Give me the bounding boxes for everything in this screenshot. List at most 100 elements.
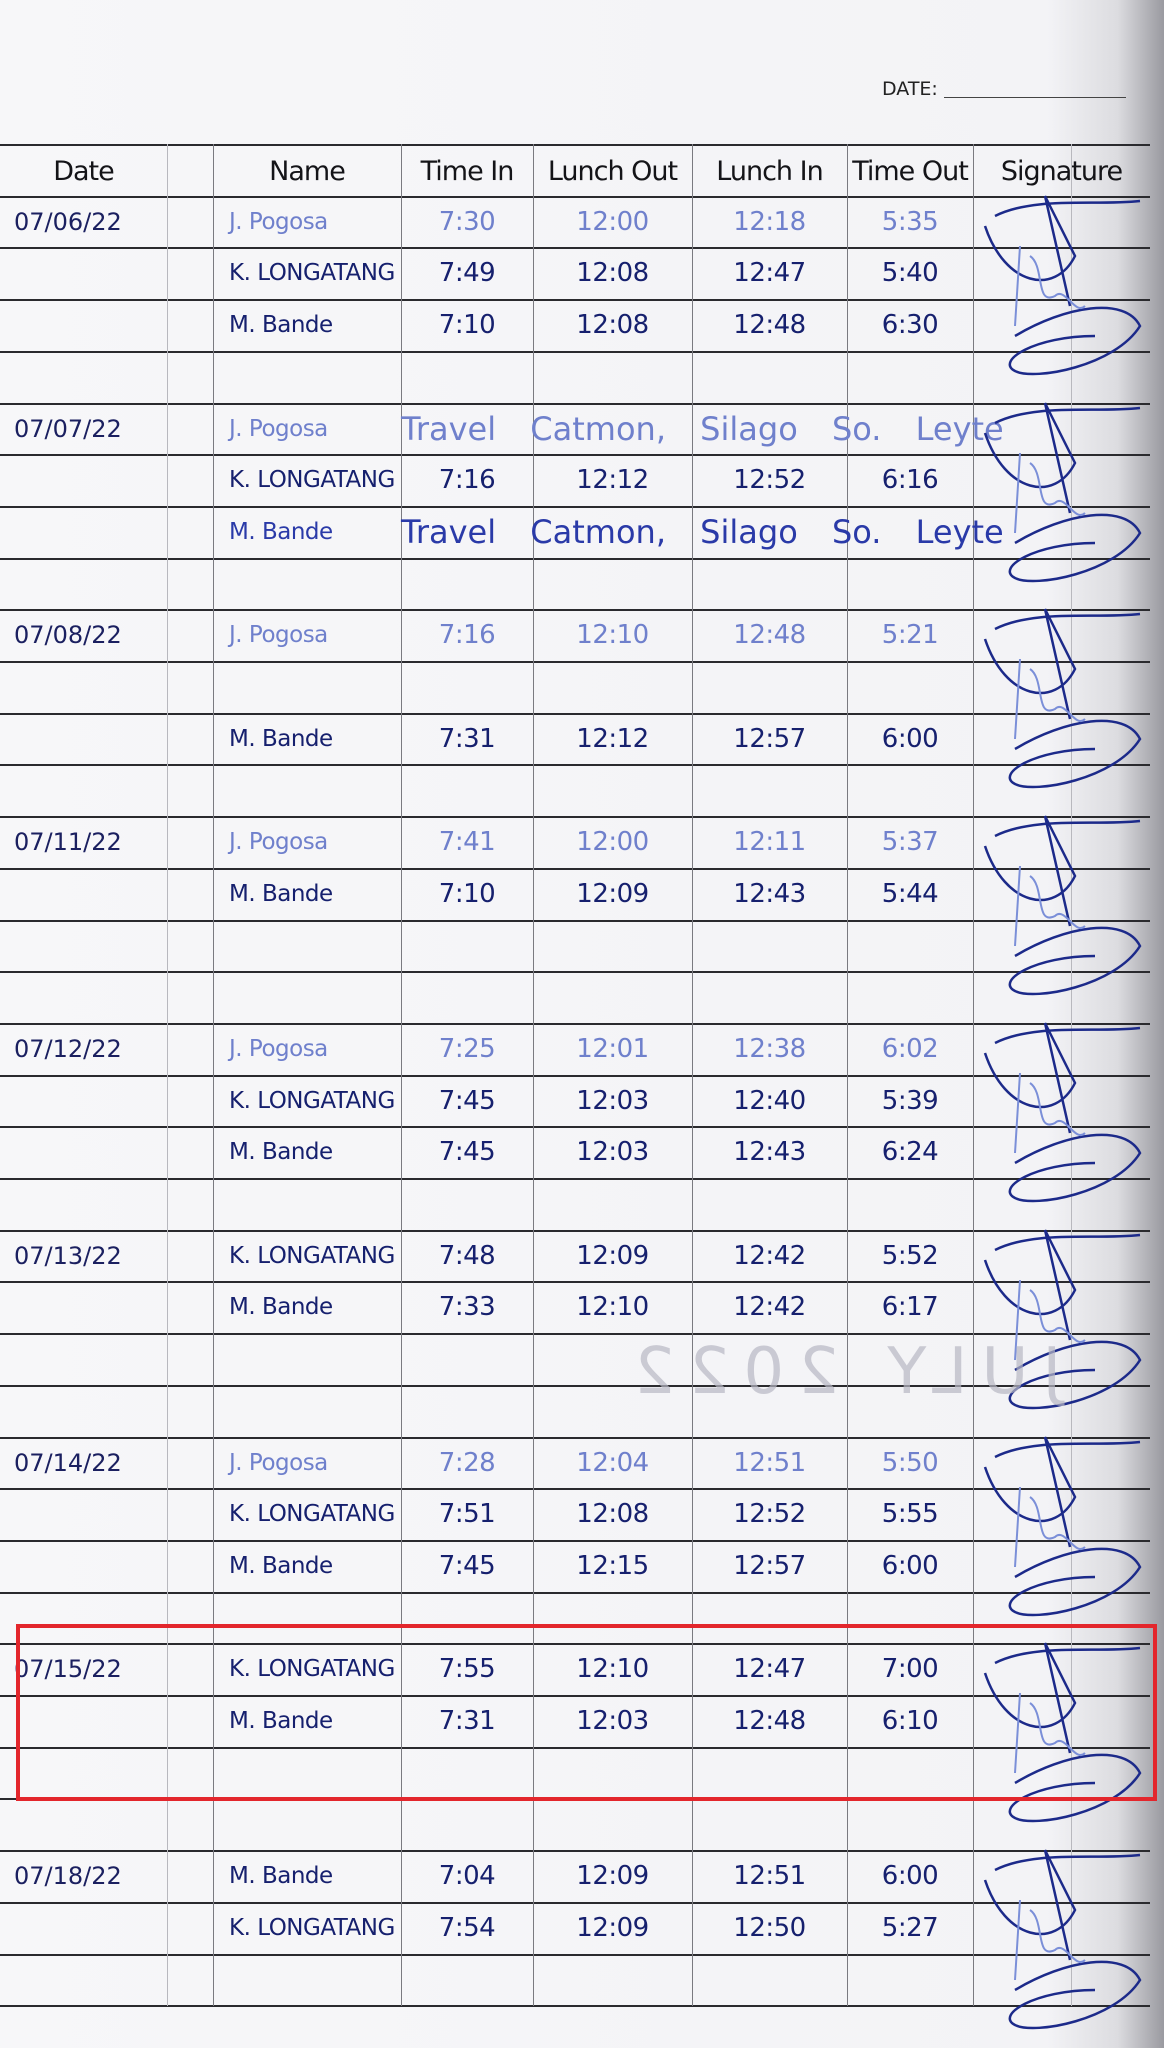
- employee-name: J. Pogosa: [229, 622, 328, 649]
- time-out-value: 5:27: [881, 1912, 939, 1943]
- ruled-line: [0, 867, 1150, 870]
- lunch-out-value: 12:10: [576, 1292, 649, 1323]
- time-out-value: 5:21: [881, 620, 939, 651]
- ruled-line: [0, 1591, 1150, 1594]
- lunch-in-value: 12:52: [733, 465, 806, 496]
- employee-name: M. Bande: [229, 1294, 333, 1321]
- lunch-in-value: 12:42: [733, 1292, 806, 1323]
- entry-date: 07/08/22: [14, 621, 122, 650]
- employee-name: K. LONGATANG: [229, 260, 395, 287]
- time-out-value: 5:50: [881, 1447, 939, 1478]
- time-in-value: 7:10: [438, 310, 496, 341]
- ruled-line: [0, 144, 1150, 146]
- lunch-in-value: 12:11: [733, 827, 806, 858]
- signature: [983, 1435, 1142, 1616]
- lunch-in-value: 12:42: [733, 1240, 806, 1271]
- employee-name: K. LONGATANG: [229, 1914, 395, 1941]
- signature: [983, 608, 1142, 789]
- employee-name: J. Pogosa: [229, 1035, 328, 1062]
- lunch-in-value: 12:57: [733, 1550, 806, 1581]
- ruled-line: [0, 454, 1150, 457]
- ruled-line: [0, 816, 1150, 819]
- time-out-value: 6:17: [881, 1292, 939, 1323]
- ruled-line: [0, 1436, 1150, 1439]
- lunch-in-value: 12:50: [733, 1912, 806, 1943]
- entry-date: 07/18/22: [14, 1862, 122, 1891]
- ruled-line: [0, 505, 1150, 508]
- lunch-out-value: 12:09: [576, 1240, 649, 1271]
- lunch-in-value: 12:57: [733, 723, 806, 754]
- employee-name: K. LONGATANG: [229, 1656, 395, 1683]
- lunch-out-value: 12:09: [576, 1861, 649, 1892]
- entry-date: 07/11/22: [14, 828, 122, 857]
- lunch-in-value: 12:47: [733, 258, 806, 289]
- time-in-value: 7:45: [438, 1550, 496, 1581]
- time-out-value: 5:44: [881, 878, 939, 909]
- lunch-in-value: 12:18: [733, 206, 806, 237]
- time-in-value: 7:41: [438, 827, 496, 858]
- employee-name: M. Bande: [229, 725, 333, 752]
- lunch-in-value: 12:51: [733, 1447, 806, 1478]
- time-in-value: 7:45: [438, 1137, 496, 1168]
- bleed-through-stamp: JULY 2022: [620, 1335, 1062, 1409]
- entry-date: 07/13/22: [14, 1241, 122, 1270]
- lunch-out-value: 12:12: [576, 465, 649, 496]
- lunch-out-value: 12:09: [576, 1912, 649, 1943]
- employee-name: J. Pogosa: [229, 829, 328, 856]
- column-divider: [692, 144, 693, 2006]
- employee-name: M. Bande: [229, 1708, 333, 1734]
- travel-note: Travel Catmon, Silago So. Leyte: [401, 512, 1004, 551]
- employee-name: M. Bande: [229, 312, 333, 339]
- time-out-value: 6:00: [881, 723, 939, 754]
- time-in-value: 7:16: [438, 620, 496, 651]
- lunch-out-value: 12:03: [576, 1085, 649, 1116]
- time-in-value: 7:54: [438, 1912, 496, 1943]
- column-header: Name: [269, 155, 346, 187]
- ruled-line: [0, 919, 1150, 922]
- lunch-in-value: 12:47: [733, 1654, 806, 1685]
- time-in-value: 7:33: [438, 1292, 496, 1323]
- ruled-line: [0, 1178, 1150, 1180]
- employee-name: M. Bande: [229, 880, 333, 907]
- lunch-in-value: 12:52: [733, 1499, 806, 1530]
- column-header: Signature: [1000, 155, 1123, 187]
- time-in-value: 7:04: [438, 1861, 496, 1892]
- column-divider: [847, 144, 848, 2006]
- ruled-line: [0, 195, 1150, 198]
- column-header: Time Out: [852, 155, 969, 187]
- lunch-out-value: 12:04: [576, 1447, 649, 1478]
- entry-date: 07/06/22: [14, 207, 122, 236]
- lunch-out-value: 12:08: [576, 310, 649, 341]
- signature: [983, 1022, 1142, 1203]
- lunch-out-value: 12:00: [576, 206, 649, 237]
- ruled-line: [0, 1126, 1150, 1129]
- time-out-value: 7:00: [881, 1654, 939, 1685]
- time-in-value: 7:30: [438, 206, 496, 237]
- ruled-line: [0, 1539, 1150, 1542]
- time-out-value: 6:00: [881, 1550, 939, 1581]
- time-out-value: 5:40: [881, 258, 939, 289]
- lunch-out-value: 12:10: [576, 1654, 649, 1685]
- lunch-in-value: 12:43: [733, 1137, 806, 1168]
- travel-note: Travel Catmon, Silago So. Leyte: [401, 409, 1004, 448]
- ruled-line: [0, 712, 1150, 715]
- time-out-value: 6:24: [881, 1137, 939, 1168]
- time-in-value: 7:31: [438, 1706, 496, 1736]
- lunch-out-value: 12:15: [576, 1550, 649, 1581]
- lunch-in-value: 12:38: [733, 1033, 806, 1064]
- time-in-value: 7:55: [438, 1654, 496, 1685]
- ruled-line: [0, 609, 1150, 612]
- employee-name: M. Bande: [229, 518, 333, 545]
- time-in-value: 7:51: [438, 1499, 496, 1530]
- ruled-line: [0, 2005, 1150, 2008]
- ruled-line: [0, 1488, 1150, 1491]
- signature: [983, 815, 1142, 996]
- highlight-box: [16, 1624, 1157, 1801]
- ruled-line: [0, 1953, 1150, 1956]
- employee-name: J. Pogosa: [229, 415, 328, 442]
- entry-date: 07/07/22: [14, 414, 122, 443]
- employee-name: M. Bande: [229, 1139, 333, 1166]
- date-label: DATE:: [882, 78, 938, 100]
- ruled-line: [0, 1384, 1150, 1387]
